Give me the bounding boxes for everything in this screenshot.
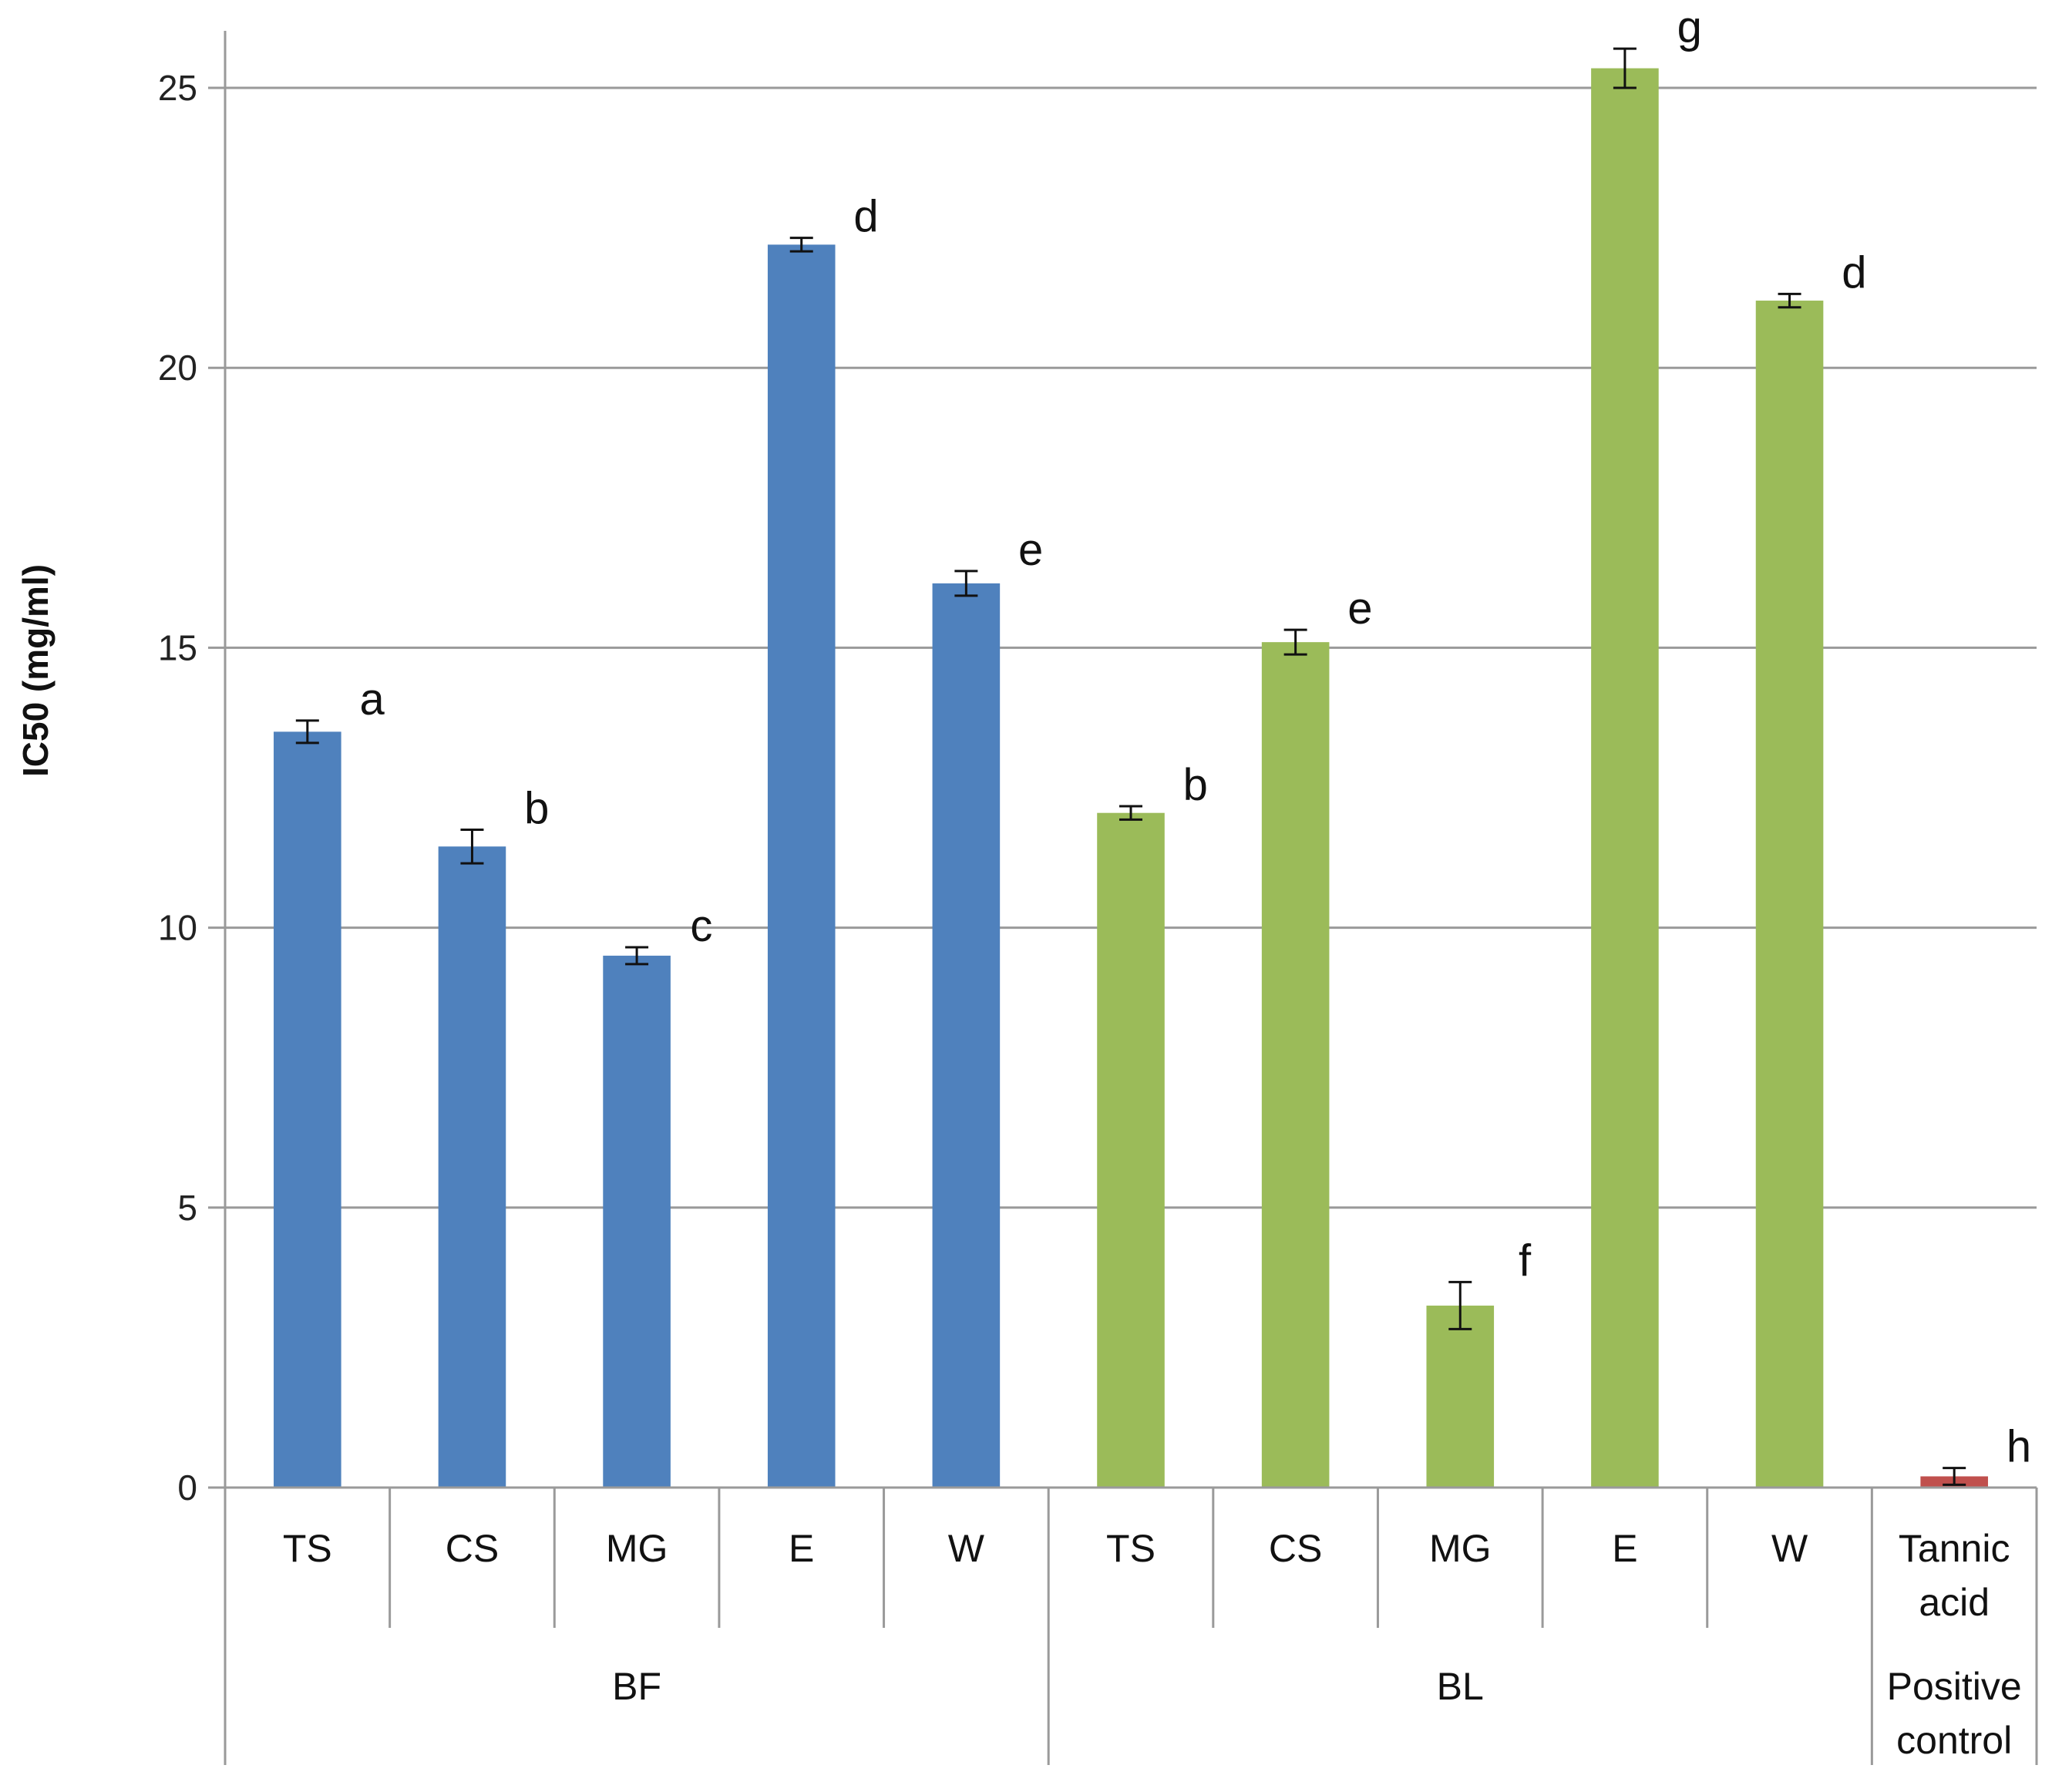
significance-letter-3: d [853,192,878,242]
significance-letter-8: g [1677,2,1702,52]
category-label-10-line-0: Tannic [1899,1527,2010,1570]
category-label-0: TS [283,1527,332,1570]
category-label-2: MG [606,1527,668,1570]
bar-bf-cs [438,846,506,1488]
bar-bf-e [767,244,836,1488]
y-tick-label-0: 0 [177,1468,197,1508]
significance-letter-2: c [690,901,712,951]
bars [274,47,1988,1488]
group-label-0: BF [612,1665,661,1708]
significance-letter-9: d [1842,247,1866,298]
y-tick-label-20: 20 [158,348,197,388]
significance-letter-7: f [1519,1236,1532,1286]
category-label-3: E [789,1527,814,1570]
significance-letter-0: a [359,674,385,725]
category-label-7: MG [1429,1527,1492,1570]
group-label-2-line-0: Positive [1887,1665,2022,1708]
y-tick-label-10: 10 [158,908,197,948]
y-tick-label-15: 15 [158,627,197,667]
significance-letter-4: e [1018,525,1043,575]
y-tick-label-5: 5 [177,1188,197,1228]
bar-bl-cs [1261,642,1330,1488]
category-label-6: CS [1269,1527,1322,1570]
bar-bl-ts [1097,812,1165,1488]
bar-bl-e [1591,68,1659,1488]
bar-bf-mg [603,955,671,1488]
category-label-1: CS [446,1527,499,1570]
significance-letter-10: h [2007,1422,2031,1472]
y-tick-label-25: 25 [158,68,197,108]
bar-bf-w [932,583,1001,1488]
bar-bl-mg [1426,1305,1495,1488]
y-axis-title: IC50 (mg/ml) [15,564,56,777]
gridlines [225,86,2037,1209]
category-label-9: W [1771,1527,1808,1570]
group-label-1: BL [1437,1665,1484,1708]
group-label-2-line-1: control [1896,1719,2012,1762]
bar-bf-ts [274,731,341,1488]
category-label-10-line-1: acid [1919,1581,1990,1624]
labels: 0 5 10 15 20 25 a TS b CS c MG d Ee Wb TS e CS f MG g Ed Wh Tan… [158,2,2031,1762]
significance-letter-1: b [524,783,549,833]
category-label-4: W [948,1527,985,1570]
significance-letter-5: b [1183,760,1208,810]
axes [208,31,2038,1765]
category-label-5: TS [1106,1527,1156,1570]
bar-bl-w [1755,301,1824,1488]
significance-letter-6: e [1347,583,1372,634]
category-label-8: E [1612,1527,1637,1570]
